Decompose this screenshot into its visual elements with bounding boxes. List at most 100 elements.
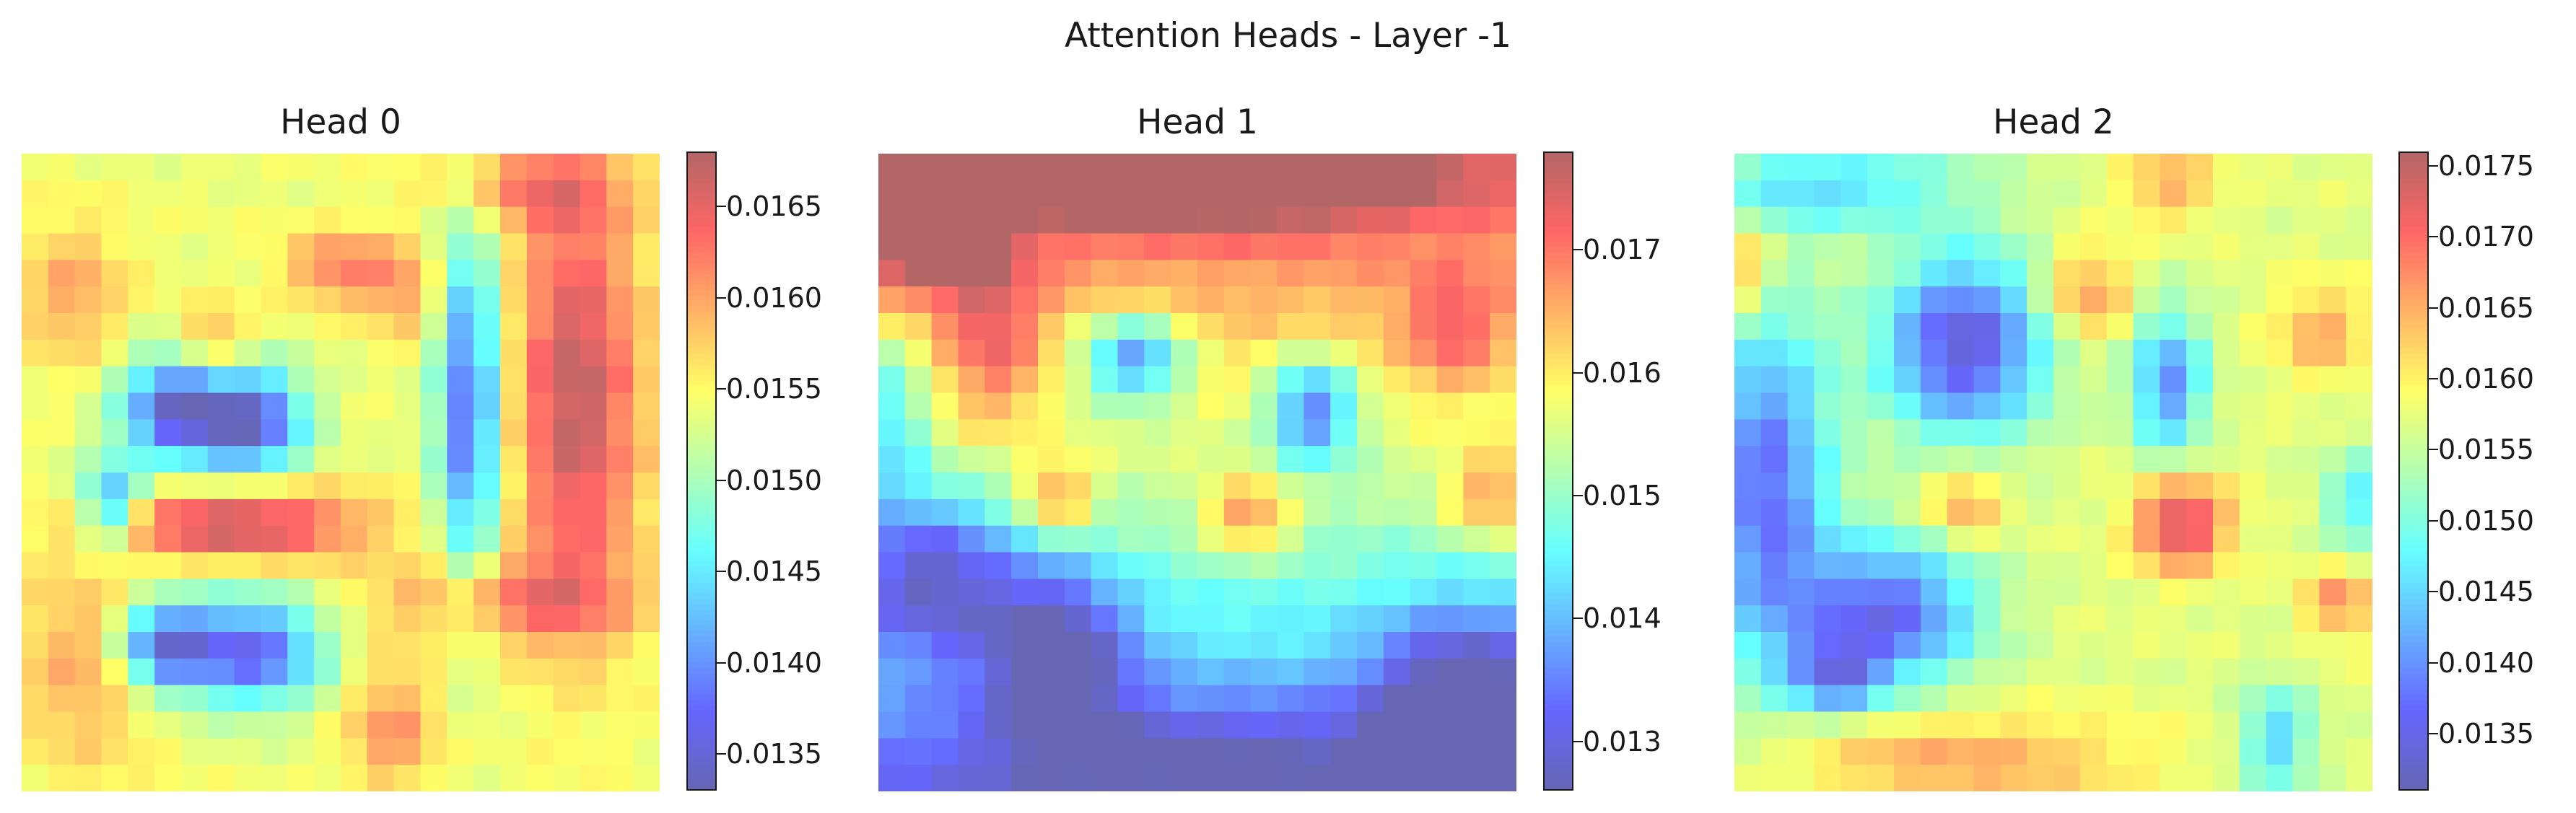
heatmap-cell bbox=[1330, 154, 1358, 181]
heatmap-cell bbox=[1144, 658, 1171, 686]
colorbar-segment bbox=[686, 545, 717, 552]
heatmap-cell bbox=[606, 286, 634, 314]
heatmap-cell bbox=[1144, 206, 1171, 234]
heatmap-cell bbox=[580, 206, 607, 234]
colorbar-segment bbox=[2398, 742, 2429, 749]
heatmap-cell bbox=[2239, 233, 2267, 260]
colorbar-segment bbox=[2398, 385, 2429, 392]
heatmap-cell bbox=[1197, 339, 1225, 367]
heatmap-cell bbox=[1277, 233, 1304, 260]
colorbar-segment bbox=[686, 231, 717, 237]
colorbar-segment bbox=[1543, 348, 1573, 355]
heatmap-cell bbox=[393, 498, 422, 527]
heatmap-cell bbox=[1038, 658, 1065, 686]
heatmap-cell bbox=[633, 392, 660, 420]
colorbar-segment bbox=[686, 151, 717, 158]
heatmap-cell bbox=[314, 658, 341, 686]
heatmap-cell bbox=[234, 286, 262, 314]
heatmap-cell bbox=[447, 260, 474, 287]
heatmap-cell bbox=[580, 392, 607, 420]
heatmap-cell bbox=[74, 579, 102, 606]
heatmap-cell bbox=[2346, 498, 2372, 527]
heatmap-cell bbox=[1038, 765, 1065, 791]
heatmap-cell bbox=[931, 206, 959, 234]
heatmap-cell bbox=[2027, 498, 2054, 527]
heatmap-cell bbox=[181, 366, 209, 394]
heatmap-cell bbox=[580, 579, 607, 606]
heatmap-cell bbox=[1091, 473, 1119, 500]
heatmap-cell bbox=[1197, 711, 1225, 739]
heatmap-cell bbox=[1760, 685, 1789, 713]
heatmap-cell bbox=[234, 658, 262, 686]
colorbar-segment bbox=[1543, 620, 1573, 626]
heatmap-cell bbox=[931, 473, 959, 500]
heatmap-cell bbox=[1250, 233, 1278, 260]
heatmap-cell bbox=[1734, 392, 1762, 420]
heatmap-cell bbox=[500, 233, 528, 260]
heatmap-cell bbox=[1144, 765, 1171, 791]
heatmap-cell bbox=[1410, 498, 1438, 527]
heatmap-cell bbox=[2106, 180, 2134, 208]
colorbar-segment bbox=[686, 385, 717, 392]
heatmap-cell bbox=[984, 473, 1012, 500]
heatmap-cell bbox=[580, 260, 607, 287]
heatmap-cell bbox=[1841, 498, 1868, 527]
heatmap-cell bbox=[1841, 738, 1868, 765]
colorbar-segment bbox=[2398, 273, 2429, 280]
heatmap-cell bbox=[1947, 392, 1975, 420]
heatmap-cell bbox=[633, 180, 660, 208]
heatmap-cell bbox=[958, 711, 985, 739]
heatmap-cell bbox=[1760, 525, 1789, 553]
heatmap-cell bbox=[1490, 552, 1516, 579]
colorbar-segment bbox=[686, 753, 717, 760]
heatmap-cell bbox=[2027, 765, 2054, 791]
figure-suptitle: Attention Heads - Layer -1 bbox=[1065, 16, 1511, 56]
heatmap-cell bbox=[1250, 313, 1278, 340]
heatmap-cell bbox=[2133, 233, 2160, 260]
heatmap-cell bbox=[2239, 260, 2267, 287]
heatmap-cell bbox=[958, 685, 985, 713]
heatmap-cell bbox=[1064, 473, 1092, 500]
heatmap-cell bbox=[1734, 498, 1762, 527]
heatmap-cell bbox=[473, 605, 501, 633]
heatmap-cell bbox=[234, 579, 262, 606]
heatmap-cell bbox=[2213, 339, 2240, 367]
heatmap-cell bbox=[101, 765, 128, 791]
heatmap-cell bbox=[234, 711, 262, 739]
heatmap-cell bbox=[2079, 366, 2108, 394]
heatmap-cell bbox=[984, 233, 1012, 260]
colorbar-segment bbox=[686, 731, 717, 738]
heatmap-cell bbox=[2079, 525, 2108, 553]
heatmap-cell bbox=[1144, 446, 1171, 473]
heatmap-cell bbox=[393, 180, 422, 208]
heatmap-cell bbox=[261, 260, 288, 287]
heatmap-cell bbox=[2319, 339, 2346, 367]
colorbar-segment bbox=[2398, 412, 2429, 418]
heatmap-cell bbox=[1920, 154, 1948, 181]
heatmap-cell bbox=[261, 711, 288, 739]
heatmap-cell bbox=[1436, 154, 1464, 181]
colorbar-tick bbox=[717, 753, 726, 755]
colorbar-segment bbox=[1543, 157, 1573, 163]
heatmap-cell bbox=[1734, 711, 1762, 739]
colorbar-segment bbox=[686, 764, 717, 770]
colorbar-tick bbox=[717, 388, 726, 390]
heatmap-cell bbox=[2160, 658, 2187, 686]
heatmap-cell bbox=[1091, 685, 1119, 713]
heatmap-cell bbox=[1436, 446, 1464, 473]
heatmap-cell bbox=[2186, 233, 2214, 260]
heatmap-cell bbox=[2160, 552, 2187, 579]
heatmap-cell bbox=[314, 473, 341, 500]
heatmap-cell bbox=[2186, 738, 2214, 765]
heatmap-cell bbox=[314, 366, 341, 394]
colorbar-segment bbox=[686, 407, 717, 413]
heatmap-cell bbox=[1330, 658, 1358, 686]
colorbar-segment bbox=[2398, 540, 2429, 547]
heatmap-cell bbox=[606, 313, 634, 340]
colorbar-segment bbox=[686, 263, 717, 270]
heatmap-cell bbox=[48, 738, 76, 765]
heatmap-cell bbox=[234, 154, 262, 181]
colorbar-segment bbox=[686, 514, 717, 520]
heatmap-cell bbox=[1814, 260, 1841, 287]
heatmap-cell bbox=[1410, 154, 1438, 181]
